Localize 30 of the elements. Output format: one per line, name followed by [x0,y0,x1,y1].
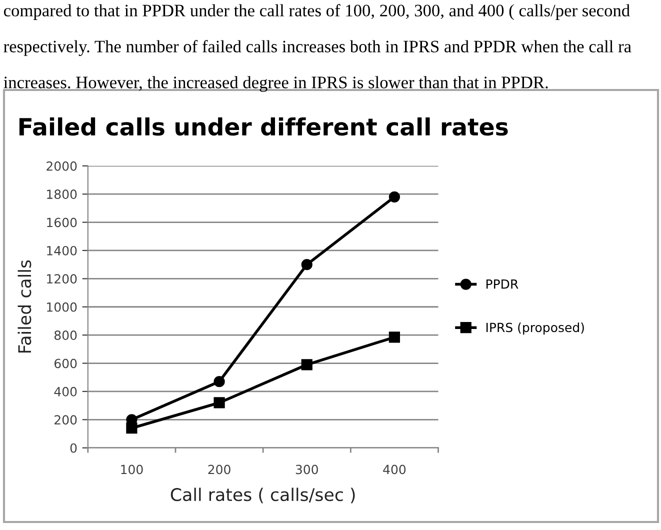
point [301,359,312,370]
y-tick-label: 200 [54,415,77,425]
x-tick-label: 200 [208,464,230,474]
x-axis-title: Call rates ( calls/sec ) [170,488,355,504]
legend-label: PPDR [486,280,518,289]
y-tick-label: 1600 [47,218,77,228]
chart-title: Failed calls under different call rates [19,117,508,136]
y-tick-label: 800 [54,330,77,340]
legend-label: IPRS (proposed) [486,322,584,335]
x-tick-label: 400 [383,464,406,474]
point [388,191,400,202]
point [214,376,225,388]
y-tick-label: 0 [70,443,77,453]
text: respectively. The number of failed calls increases both in IPRS and PPDR when the call ra [4,40,632,56]
y-tick-label: 400 [54,386,77,396]
x-tick-label: 100 [121,464,143,474]
y-axis-title: Failed calls [18,260,32,353]
y-tick-label: 1000 [47,302,77,312]
point [126,422,138,434]
y-tick-label: 1400 [47,246,77,256]
y-tick-label: 1800 [47,190,77,200]
point [214,397,225,408]
point [388,332,400,343]
text: compared to that in PPDR under the call rates of 100, 200, 300, and 400 ( calls/per second [4,4,630,20]
y-tick-label: 1200 [47,274,77,284]
point [301,259,312,270]
x-tick-label: 300 [296,464,318,474]
text: increases. However, the increased degree in IPRS is slower than that in PPDR. [4,76,548,92]
y-tick-label: 2000 [46,161,77,171]
y-tick-label: 600 [54,358,77,368]
